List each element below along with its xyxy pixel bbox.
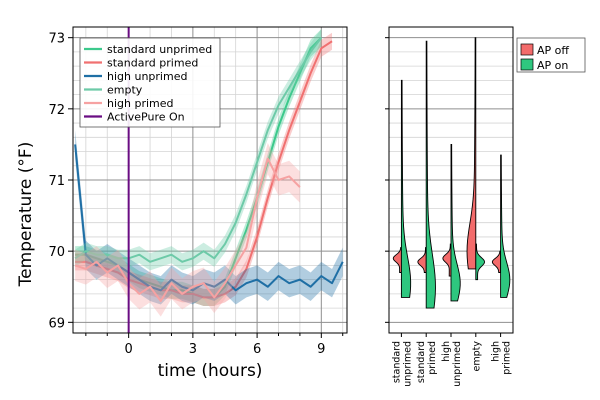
confidence-band: [75, 143, 300, 317]
x-tick-label: 3: [189, 342, 197, 357]
violin-half: [475, 243, 485, 281]
category-label-group: standard primed: [416, 341, 438, 383]
y-axis-label-group: Temperature (°F): [16, 142, 36, 288]
violin-half: [425, 40, 436, 309]
category-label: unprimed: [452, 341, 463, 387]
category-label-group: high primed: [491, 341, 513, 375]
category-label: standard: [391, 341, 402, 383]
legend-box: [79, 37, 221, 128]
violin-legend-swatch: [520, 43, 534, 56]
violin-half: [466, 37, 477, 270]
violin-half: [442, 243, 452, 277]
violin-half: [491, 250, 502, 273]
series-line: [74, 157, 301, 302]
violin-legend-label: AP on: [537, 59, 568, 72]
category-label: standard: [416, 341, 427, 383]
y-tick-label: 71: [48, 174, 65, 189]
y-tick-label: 73: [48, 32, 65, 47]
series-standard-primed: [75, 32, 333, 306]
category-label-group: empty: [471, 341, 482, 372]
confidence-band: [75, 130, 343, 305]
confidence-band: [75, 29, 322, 271]
legend-label: empty: [107, 84, 143, 97]
x-tick-label: 9: [317, 342, 325, 357]
category-label: high: [441, 341, 452, 362]
y-tick-label: 70: [48, 245, 65, 260]
category-label: empty: [471, 341, 482, 372]
series-high-primed: [74, 143, 301, 317]
series-line: [74, 37, 323, 263]
violin-legend: AP off AP on: [516, 37, 586, 73]
category-label: high: [491, 341, 502, 362]
violin-panel: standard unprimed standard primed high unprim…: [385, 26, 586, 387]
violin-legend-label: AP off: [537, 44, 569, 57]
series-empty: [74, 29, 323, 271]
category-label-group: high unprimed: [441, 341, 463, 387]
violin-half: [417, 247, 427, 273]
y-tick-label: 72: [48, 103, 65, 118]
violin-half: [392, 247, 402, 273]
violin-half: [500, 154, 511, 298]
y-tick-label: 69: [48, 316, 65, 331]
x-axis-label: time (hours): [158, 361, 263, 381]
y-axis-label: Temperature (°F): [16, 142, 36, 288]
legend-label: standard primed: [107, 57, 198, 70]
violin-series-AP-off: [392, 37, 502, 277]
violin-half: [400, 79, 412, 298]
violin-series-AP-on: [400, 40, 511, 309]
category-label: unprimed: [402, 341, 413, 387]
legend-label: high unprimed: [107, 70, 187, 83]
violin-legend-swatch: [520, 58, 534, 71]
legend-label: ActivePure On: [107, 111, 185, 124]
violin-half: [450, 143, 461, 302]
legend-label: high primed: [107, 97, 174, 110]
legend-label: standard unprimed: [107, 43, 212, 56]
x-tick-label: 0: [125, 342, 133, 357]
category-label: primed: [427, 341, 438, 375]
series-line: [75, 40, 333, 299]
category-label: primed: [502, 341, 513, 375]
x-tick-label: 6: [253, 342, 261, 357]
category-label-group: standard unprimed: [391, 341, 413, 387]
